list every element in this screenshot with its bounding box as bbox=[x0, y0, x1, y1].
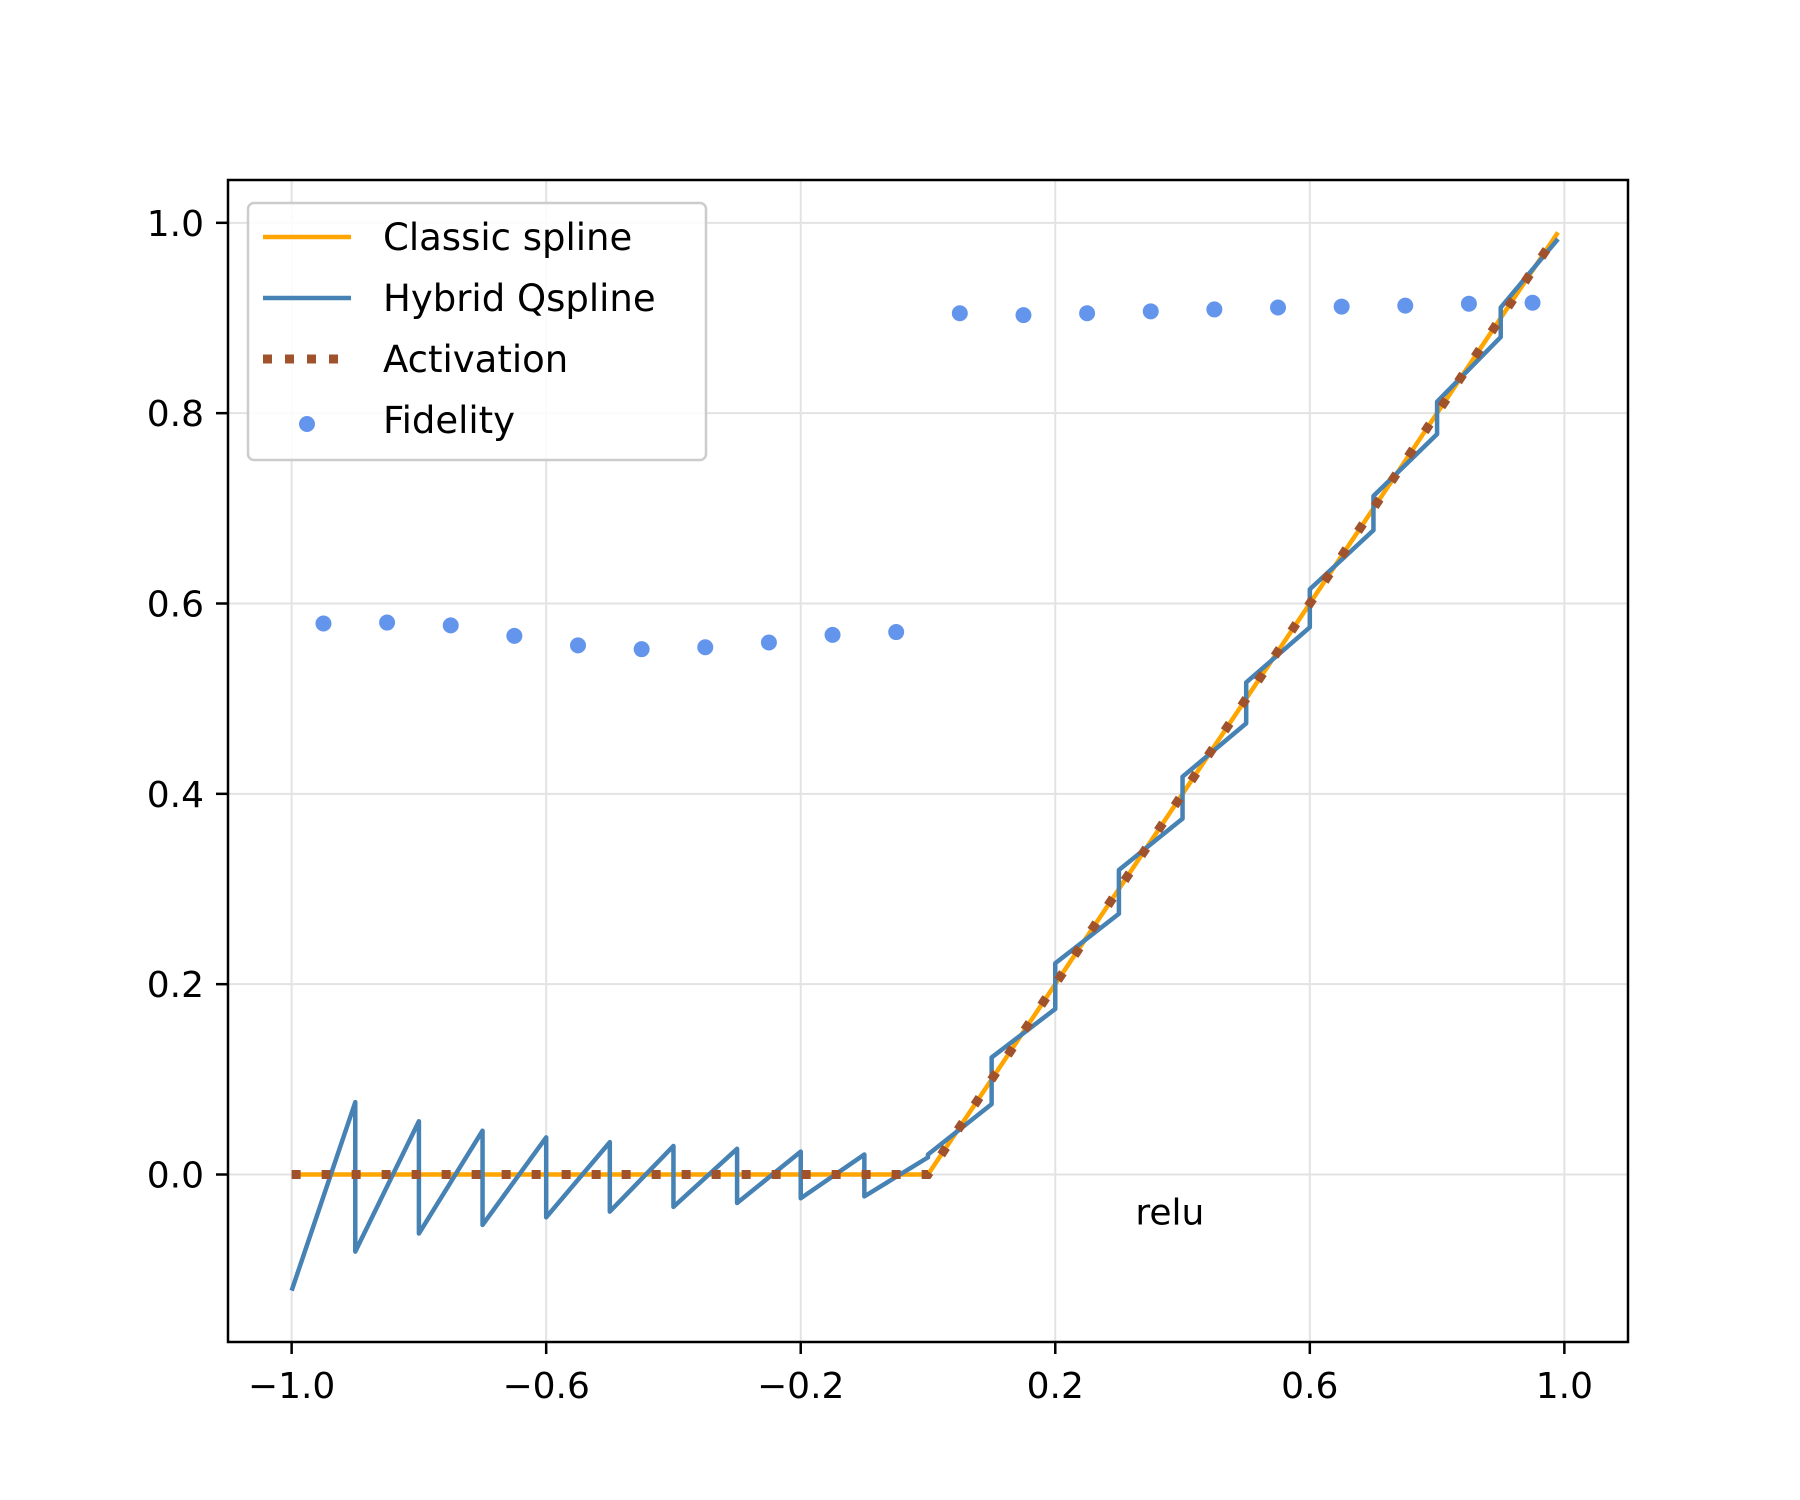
hybrid-qspline-line bbox=[289, 237, 1560, 1292]
x-tick-label: 1.0 bbox=[1536, 1366, 1593, 1407]
fidelity-point bbox=[951, 305, 968, 322]
fidelity-point bbox=[1079, 305, 1096, 322]
x-tick-label: 0.2 bbox=[1027, 1366, 1084, 1407]
grid bbox=[228, 180, 1628, 1342]
relu-annotation: relu bbox=[1135, 1193, 1204, 1234]
fidelity-point bbox=[1333, 298, 1350, 315]
y-tick-label: 0.0 bbox=[147, 1156, 204, 1197]
fidelity-point bbox=[760, 634, 777, 651]
fidelity-point bbox=[888, 624, 905, 641]
y-tick-label: 0.2 bbox=[147, 965, 204, 1006]
fidelity-point bbox=[697, 639, 714, 656]
legend-label-hybrid-qspline: Hybrid Qspline bbox=[383, 277, 656, 320]
fidelity-point bbox=[1206, 301, 1223, 318]
fidelity-point bbox=[1270, 299, 1286, 316]
y-tick-label: 1.0 bbox=[147, 204, 204, 245]
fidelity-point bbox=[1397, 297, 1414, 314]
x-tick-label: −0.2 bbox=[757, 1366, 844, 1407]
fidelity-point bbox=[379, 614, 396, 631]
fidelity-point bbox=[315, 615, 332, 632]
fidelity-point bbox=[1142, 303, 1159, 320]
y-tick-label: 0.8 bbox=[147, 394, 204, 435]
classic-spline-line bbox=[291, 231, 1560, 1177]
plot-series bbox=[289, 229, 1562, 1292]
fidelity-point bbox=[1460, 295, 1477, 312]
x-tick-label: 0.6 bbox=[1281, 1366, 1338, 1407]
fidelity-point bbox=[442, 617, 459, 634]
y-tick-label: 0.4 bbox=[147, 775, 204, 816]
axis-ticks: −1.0 −0.6 −0.2 0.2 0.6 1.0 0.0 0.2 0.4 0.6 0.8 1.0 bbox=[147, 204, 1593, 1407]
x-tick-label: −1.0 bbox=[248, 1366, 335, 1407]
y-tick-label: 0.6 bbox=[147, 584, 204, 625]
legend-box bbox=[246, 201, 708, 462]
x-tick-label: −0.6 bbox=[502, 1366, 589, 1407]
legend-label-fidelity: Fidelity bbox=[383, 399, 515, 442]
legend-label-classic-spline: Classic spline bbox=[383, 216, 632, 259]
plot-area-border bbox=[226, 178, 1630, 1344]
fidelity-point bbox=[1015, 307, 1032, 324]
legend-swatch-fidelity bbox=[299, 416, 315, 432]
legend: Classic spline Hybrid Qspline Activation Fi… bbox=[246, 201, 708, 462]
legend-label-activation: Activation bbox=[383, 338, 568, 381]
activation-line bbox=[291, 229, 1562, 1180]
fidelity-point bbox=[1524, 294, 1541, 311]
axes-frame bbox=[226, 178, 1630, 1344]
fidelity-point bbox=[570, 637, 586, 654]
fidelity-point bbox=[506, 627, 523, 644]
fidelity-point bbox=[824, 626, 841, 643]
fidelity-point bbox=[633, 641, 650, 658]
